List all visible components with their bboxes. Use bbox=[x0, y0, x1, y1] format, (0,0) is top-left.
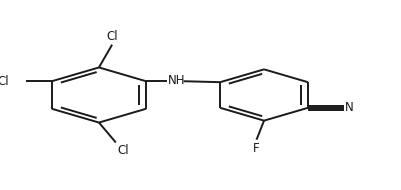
Text: Cl: Cl bbox=[0, 75, 9, 88]
Text: NH: NH bbox=[168, 74, 185, 87]
Text: N: N bbox=[345, 101, 353, 114]
Text: F: F bbox=[253, 142, 260, 154]
Text: Cl: Cl bbox=[106, 30, 118, 43]
Text: Cl: Cl bbox=[118, 144, 130, 157]
